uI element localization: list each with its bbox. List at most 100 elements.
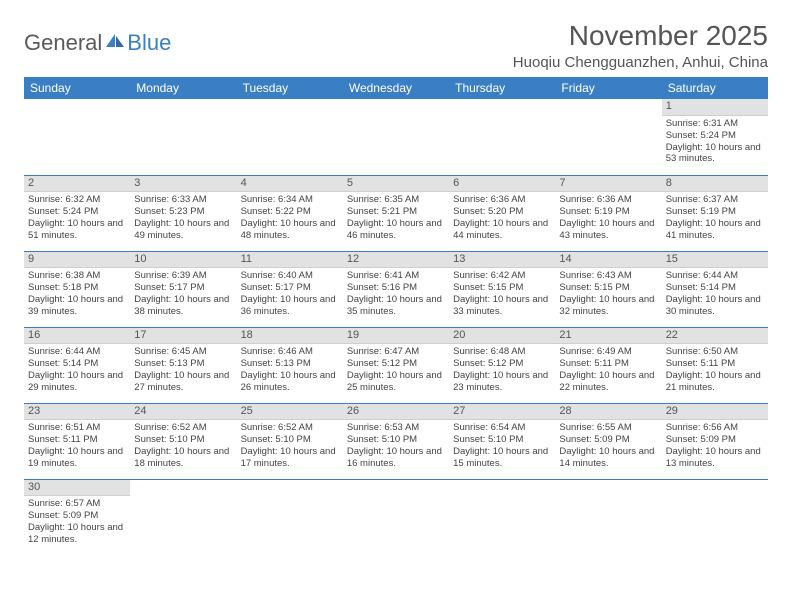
daylight-text: Daylight: 10 hours and 19 minutes. xyxy=(28,446,126,470)
calendar-cell: 22Sunrise: 6:50 AMSunset: 5:11 PMDayligh… xyxy=(662,327,768,403)
sunset-text: Sunset: 5:11 PM xyxy=(666,358,764,370)
logo: General Blue xyxy=(24,30,171,56)
day-header: Friday xyxy=(555,77,661,99)
daylight-text: Daylight: 10 hours and 43 minutes. xyxy=(559,218,657,242)
sunset-text: Sunset: 5:18 PM xyxy=(28,282,126,294)
sunset-text: Sunset: 5:09 PM xyxy=(28,510,126,522)
sunrise-text: Sunrise: 6:36 AM xyxy=(559,194,657,206)
sunrise-text: Sunrise: 6:36 AM xyxy=(453,194,551,206)
day-number: 17 xyxy=(130,328,236,345)
sunrise-text: Sunrise: 6:47 AM xyxy=(347,346,445,358)
sunset-text: Sunset: 5:22 PM xyxy=(241,206,339,218)
calendar-cell xyxy=(237,479,343,555)
day-number: 10 xyxy=(130,252,236,269)
sunset-text: Sunset: 5:21 PM xyxy=(347,206,445,218)
sunset-text: Sunset: 5:15 PM xyxy=(453,282,551,294)
day-body: Sunrise: 6:36 AMSunset: 5:20 PMDaylight:… xyxy=(449,192,555,245)
calendar-cell: 11Sunrise: 6:40 AMSunset: 5:17 PMDayligh… xyxy=(237,251,343,327)
sunset-text: Sunset: 5:24 PM xyxy=(28,206,126,218)
sunset-text: Sunset: 5:10 PM xyxy=(134,434,232,446)
daylight-text: Daylight: 10 hours and 49 minutes. xyxy=(134,218,232,242)
calendar-cell: 1Sunrise: 6:31 AMSunset: 5:24 PMDaylight… xyxy=(662,99,768,175)
day-body: Sunrise: 6:54 AMSunset: 5:10 PMDaylight:… xyxy=(449,420,555,473)
month-title: November 2025 xyxy=(513,20,768,52)
daylight-text: Daylight: 10 hours and 23 minutes. xyxy=(453,370,551,394)
day-body: Sunrise: 6:57 AMSunset: 5:09 PMDaylight:… xyxy=(24,496,130,549)
daylight-text: Daylight: 10 hours and 14 minutes. xyxy=(559,446,657,470)
sunset-text: Sunset: 5:12 PM xyxy=(347,358,445,370)
calendar-cell: 6Sunrise: 6:36 AMSunset: 5:20 PMDaylight… xyxy=(449,175,555,251)
day-body: Sunrise: 6:33 AMSunset: 5:23 PMDaylight:… xyxy=(130,192,236,245)
sunset-text: Sunset: 5:14 PM xyxy=(28,358,126,370)
calendar-body: 1Sunrise: 6:31 AMSunset: 5:24 PMDaylight… xyxy=(24,99,768,555)
calendar-cell: 29Sunrise: 6:56 AMSunset: 5:09 PMDayligh… xyxy=(662,403,768,479)
day-body: Sunrise: 6:49 AMSunset: 5:11 PMDaylight:… xyxy=(555,344,661,397)
sunset-text: Sunset: 5:19 PM xyxy=(666,206,764,218)
sunrise-text: Sunrise: 6:44 AM xyxy=(28,346,126,358)
calendar-cell xyxy=(343,99,449,175)
sunset-text: Sunset: 5:10 PM xyxy=(241,434,339,446)
day-number: 23 xyxy=(24,404,130,421)
sunrise-text: Sunrise: 6:52 AM xyxy=(241,422,339,434)
calendar-cell: 28Sunrise: 6:55 AMSunset: 5:09 PMDayligh… xyxy=(555,403,661,479)
sunrise-text: Sunrise: 6:31 AM xyxy=(666,118,764,130)
calendar-cell: 15Sunrise: 6:44 AMSunset: 5:14 PMDayligh… xyxy=(662,251,768,327)
day-body: Sunrise: 6:34 AMSunset: 5:22 PMDaylight:… xyxy=(237,192,343,245)
daylight-text: Daylight: 10 hours and 26 minutes. xyxy=(241,370,339,394)
daylight-text: Daylight: 10 hours and 38 minutes. xyxy=(134,294,232,318)
daylight-text: Daylight: 10 hours and 17 minutes. xyxy=(241,446,339,470)
day-number: 16 xyxy=(24,328,130,345)
title-block: November 2025 Huoqiu Chengguanzhen, Anhu… xyxy=(513,20,768,71)
day-number: 28 xyxy=(555,404,661,421)
logo-text-blue: Blue xyxy=(127,30,171,56)
sunrise-text: Sunrise: 6:32 AM xyxy=(28,194,126,206)
day-header-row: SundayMondayTuesdayWednesdayThursdayFrid… xyxy=(24,77,768,99)
day-body: Sunrise: 6:43 AMSunset: 5:15 PMDaylight:… xyxy=(555,268,661,321)
day-header: Sunday xyxy=(24,77,130,99)
day-body: Sunrise: 6:38 AMSunset: 5:18 PMDaylight:… xyxy=(24,268,130,321)
sunrise-text: Sunrise: 6:52 AM xyxy=(134,422,232,434)
logo-text-general: General xyxy=(24,30,102,56)
calendar-cell xyxy=(449,479,555,555)
sunset-text: Sunset: 5:17 PM xyxy=(134,282,232,294)
calendar-cell: 27Sunrise: 6:54 AMSunset: 5:10 PMDayligh… xyxy=(449,403,555,479)
calendar-cell: 17Sunrise: 6:45 AMSunset: 5:13 PMDayligh… xyxy=(130,327,236,403)
sunset-text: Sunset: 5:09 PM xyxy=(666,434,764,446)
sunset-text: Sunset: 5:11 PM xyxy=(559,358,657,370)
day-body: Sunrise: 6:32 AMSunset: 5:24 PMDaylight:… xyxy=(24,192,130,245)
day-number: 20 xyxy=(449,328,555,345)
day-number: 18 xyxy=(237,328,343,345)
calendar-cell: 8Sunrise: 6:37 AMSunset: 5:19 PMDaylight… xyxy=(662,175,768,251)
day-header: Wednesday xyxy=(343,77,449,99)
sunset-text: Sunset: 5:10 PM xyxy=(347,434,445,446)
sunset-text: Sunset: 5:12 PM xyxy=(453,358,551,370)
sunrise-text: Sunrise: 6:54 AM xyxy=(453,422,551,434)
sunset-text: Sunset: 5:24 PM xyxy=(666,130,764,142)
day-body: Sunrise: 6:52 AMSunset: 5:10 PMDaylight:… xyxy=(237,420,343,473)
sunrise-text: Sunrise: 6:37 AM xyxy=(666,194,764,206)
day-number: 6 xyxy=(449,176,555,193)
sunrise-text: Sunrise: 6:51 AM xyxy=(28,422,126,434)
day-number: 15 xyxy=(662,252,768,269)
calendar-week: 1Sunrise: 6:31 AMSunset: 5:24 PMDaylight… xyxy=(24,99,768,175)
day-body: Sunrise: 6:40 AMSunset: 5:17 PMDaylight:… xyxy=(237,268,343,321)
day-number: 26 xyxy=(343,404,449,421)
calendar-cell: 18Sunrise: 6:46 AMSunset: 5:13 PMDayligh… xyxy=(237,327,343,403)
day-header: Thursday xyxy=(449,77,555,99)
daylight-text: Daylight: 10 hours and 25 minutes. xyxy=(347,370,445,394)
day-number: 21 xyxy=(555,328,661,345)
sunset-text: Sunset: 5:23 PM xyxy=(134,206,232,218)
calendar-cell: 13Sunrise: 6:42 AMSunset: 5:15 PMDayligh… xyxy=(449,251,555,327)
calendar-week: 16Sunrise: 6:44 AMSunset: 5:14 PM Dayligh… xyxy=(24,327,768,403)
location-text: Huoqiu Chengguanzhen, Anhui, China xyxy=(513,54,768,71)
daylight-text: Daylight: 10 hours and 36 minutes. xyxy=(241,294,339,318)
daylight-text: Daylight: 10 hours and 41 minutes. xyxy=(666,218,764,242)
day-body: Sunrise: 6:44 AMSunset: 5:14 PMDaylight:… xyxy=(662,268,768,321)
day-number: 3 xyxy=(130,176,236,193)
calendar-cell xyxy=(130,479,236,555)
calendar-cell xyxy=(662,479,768,555)
daylight-text: Daylight: 10 hours and 39 minutes. xyxy=(28,294,126,318)
day-number: 5 xyxy=(343,176,449,193)
day-body: Sunrise: 6:39 AMSunset: 5:17 PMDaylight:… xyxy=(130,268,236,321)
calendar-cell: 2Sunrise: 6:32 AMSunset: 5:24 PMDaylight… xyxy=(24,175,130,251)
